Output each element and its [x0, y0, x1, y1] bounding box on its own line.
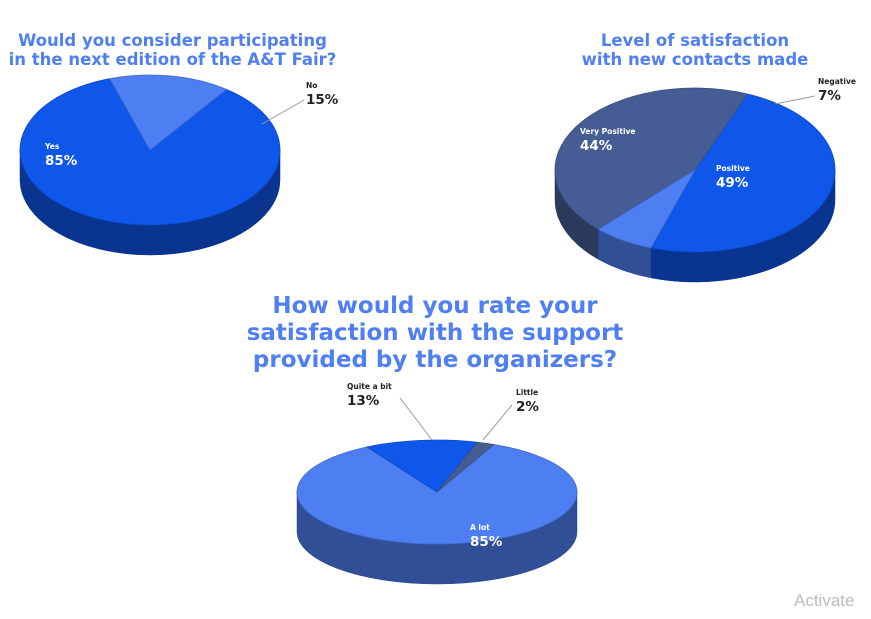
slice-value-no: 15%: [306, 92, 339, 108]
slice-value-a-lot: 85%: [470, 534, 503, 550]
chart-3-title: How would you rate your satisfaction wit…: [230, 293, 640, 374]
pie-slice-positive: [650, 93, 836, 253]
slice-label-a-lot: A lot: [470, 523, 490, 532]
slice-value-positive: 49%: [716, 175, 749, 191]
slice-label-very-positive: Very Positive: [580, 127, 636, 136]
leader-line-no: [261, 99, 305, 125]
slice-label-quite-a-bit: Quite a bit: [347, 382, 392, 391]
pie-slice-quite-a-bit: [365, 439, 479, 493]
slice-value-little: 2%: [516, 399, 539, 415]
slice-value-yes: 85%: [45, 153, 78, 169]
chart-3-title-line-3: provided by the organizers?: [252, 347, 618, 374]
slice-value-negative: 7%: [818, 88, 841, 104]
pie-slice-negative: [597, 169, 696, 249]
slice-label-little: Little: [516, 388, 538, 397]
chart-3-title-line-2: satisfaction with the support: [246, 320, 624, 347]
pie-slice-no: [109, 74, 228, 151]
activation-watermark: Activate: [794, 591, 855, 610]
chart-3-title-line-1: How would you rate your: [272, 293, 598, 319]
chart-1-title: Would you consider participating in the …: [0, 31, 345, 70]
slice-label-negative: Negative: [818, 77, 856, 86]
pie-slice-very-positive: [554, 87, 749, 230]
leader-line-little: [482, 404, 513, 441]
slice-label-positive: Positive: [716, 164, 750, 173]
leader-line-quite-a-bit: [399, 397, 433, 441]
pie-slice-yes: [19, 78, 281, 226]
chart-2-title-line-1: Level of satisfaction: [600, 31, 790, 50]
chart-2-title-line-2: with new contacts made: [581, 50, 809, 70]
chart-1-title-line-1: Would you consider participating: [18, 31, 327, 50]
pie-slice-little: [436, 441, 495, 493]
chart-2-title: Level of satisfaction with new contacts …: [545, 31, 845, 70]
chart-1-title-line-2: in the next edition of the A&T Fair?: [8, 50, 337, 70]
slice-label-no: No: [306, 81, 317, 90]
leader-line-negative: [774, 95, 816, 105]
slice-label-yes: Yes: [44, 142, 60, 151]
pie-slice-a-lot: [296, 444, 578, 545]
slice-value-very-positive: 44%: [580, 138, 613, 154]
slice-value-quite-a-bit: 13%: [347, 393, 380, 409]
